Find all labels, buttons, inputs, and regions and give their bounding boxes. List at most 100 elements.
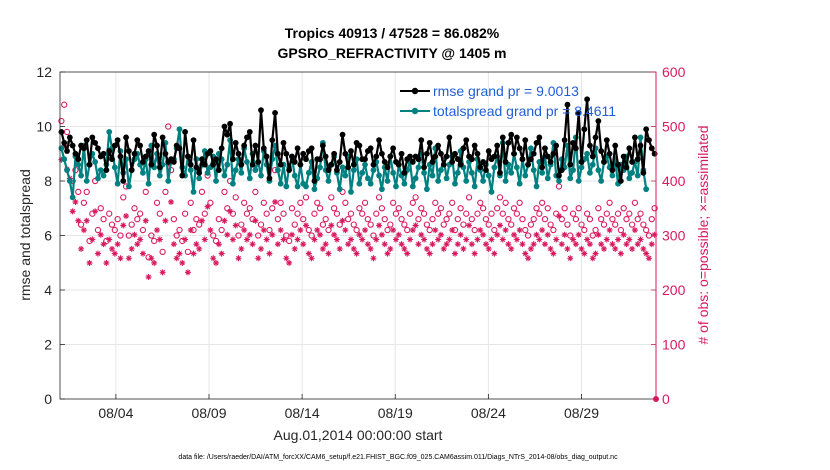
obs-assimilated-point — [530, 241, 537, 248]
obs-assimilated-point — [159, 269, 166, 276]
obs-possible-point — [221, 188, 228, 196]
obs-possible-point — [128, 221, 135, 228]
obs-possible-point — [117, 232, 124, 239]
obs-assimilated-point — [182, 236, 189, 243]
obs-possible-point — [609, 215, 616, 223]
rmse-point — [615, 161, 621, 168]
totalspread-point — [229, 180, 236, 187]
x-tick-label: 08/04 — [98, 405, 133, 421]
totalspread-point — [502, 178, 509, 184]
totalspread-point — [311, 186, 318, 193]
obs-possible-point — [451, 226, 459, 234]
obs-assimilated-point — [86, 259, 93, 266]
totalspread-point — [156, 172, 163, 179]
totalspread-point — [342, 172, 349, 179]
rmse-point — [570, 139, 576, 146]
obs-possible-point — [578, 221, 585, 228]
obs-possible-point — [491, 226, 498, 234]
rmse-point — [176, 145, 183, 152]
rmse-point — [128, 167, 135, 174]
obs-possible-point — [170, 215, 178, 223]
obs-assimilated-point — [541, 241, 548, 248]
rmse-point — [595, 118, 602, 124]
rmse-point — [151, 131, 158, 138]
obs-possible-point — [359, 210, 366, 217]
obs-possible-point — [63, 128, 71, 136]
rmse-point — [378, 150, 385, 157]
obs-possible-point — [510, 205, 518, 212]
y-tick-label-left: 12 — [36, 64, 52, 80]
rmse-point — [522, 137, 529, 144]
rmse-point — [348, 148, 354, 154]
rmse-point — [387, 153, 394, 160]
obs-possible-point — [465, 194, 473, 201]
obs-assimilated-point — [80, 227, 87, 234]
rmse-point — [325, 167, 332, 174]
obs-possible-point — [100, 215, 107, 223]
rmse-point — [539, 164, 546, 171]
rmse-point — [350, 161, 357, 168]
obs-possible-point — [432, 199, 439, 206]
obs-assimilated-point — [207, 227, 214, 234]
rmse-point — [646, 137, 652, 144]
rmse-point — [384, 164, 391, 171]
rmse-point — [294, 145, 301, 152]
obs-assimilated-point — [232, 222, 239, 229]
rmse-point — [75, 156, 82, 163]
obs-assimilated-point — [466, 222, 473, 229]
obs-possible-point — [255, 232, 262, 239]
obs-assimilated-point — [184, 269, 191, 276]
obs-possible-point — [269, 205, 276, 212]
rmse-point — [66, 134, 73, 141]
obs-possible-point — [201, 210, 208, 217]
rmse-point — [587, 142, 593, 149]
rmse-point — [651, 150, 658, 157]
totalspread-point — [325, 178, 332, 184]
totalspread-point — [140, 169, 146, 176]
rmse-point — [258, 107, 264, 114]
obs-possible-point — [193, 215, 200, 223]
obs-possible-point — [120, 194, 127, 201]
obs-possible-point — [361, 199, 369, 206]
obs-assimilated-point — [128, 245, 135, 252]
totalspread-point — [384, 178, 391, 184]
obs-possible-point — [564, 221, 571, 228]
obs-assimilated-point — [297, 227, 304, 234]
obs-possible-point — [328, 194, 335, 201]
obs-possible-point — [322, 215, 329, 223]
obs-possible-point — [648, 215, 655, 223]
obs-possible-point — [544, 205, 551, 212]
rmse-point — [114, 137, 121, 144]
obs-assimilated-point — [137, 236, 144, 243]
obs-assimilated-point — [243, 236, 250, 243]
obs-assimilated-point — [325, 250, 332, 257]
totalspread-point — [176, 126, 183, 133]
obs-assimilated-point — [356, 231, 363, 238]
rmse-point — [156, 164, 163, 171]
y-tick-label-right: 0 — [662, 391, 670, 407]
obs-possible-point — [446, 210, 453, 217]
obs-possible-point — [114, 215, 121, 223]
obs-assimilated-point — [634, 241, 641, 248]
rmse-point — [499, 134, 506, 141]
obs-possible-point — [125, 232, 133, 239]
obs-possible-point — [460, 221, 467, 228]
rmse-point — [620, 153, 627, 160]
obs-assimilated-point — [69, 208, 76, 215]
rmse-point — [345, 164, 352, 171]
obs-assimilated-point — [570, 236, 577, 243]
rmse-point — [331, 150, 338, 157]
totalspread-point — [106, 129, 113, 135]
obs-assimilated-point — [645, 255, 652, 262]
obs-possible-point — [533, 205, 540, 212]
obs-assimilated-point — [626, 236, 633, 243]
rmse-point — [291, 159, 298, 165]
obs-assimilated-point — [516, 227, 523, 234]
obs-possible-point — [513, 210, 520, 217]
obs-assimilated-point — [134, 241, 141, 248]
obs-assimilated-point — [336, 245, 343, 252]
rmse-point — [272, 109, 278, 116]
totalspread-point — [83, 178, 90, 184]
obs-possible-point — [640, 221, 647, 228]
obs-assimilated-point — [83, 217, 90, 224]
